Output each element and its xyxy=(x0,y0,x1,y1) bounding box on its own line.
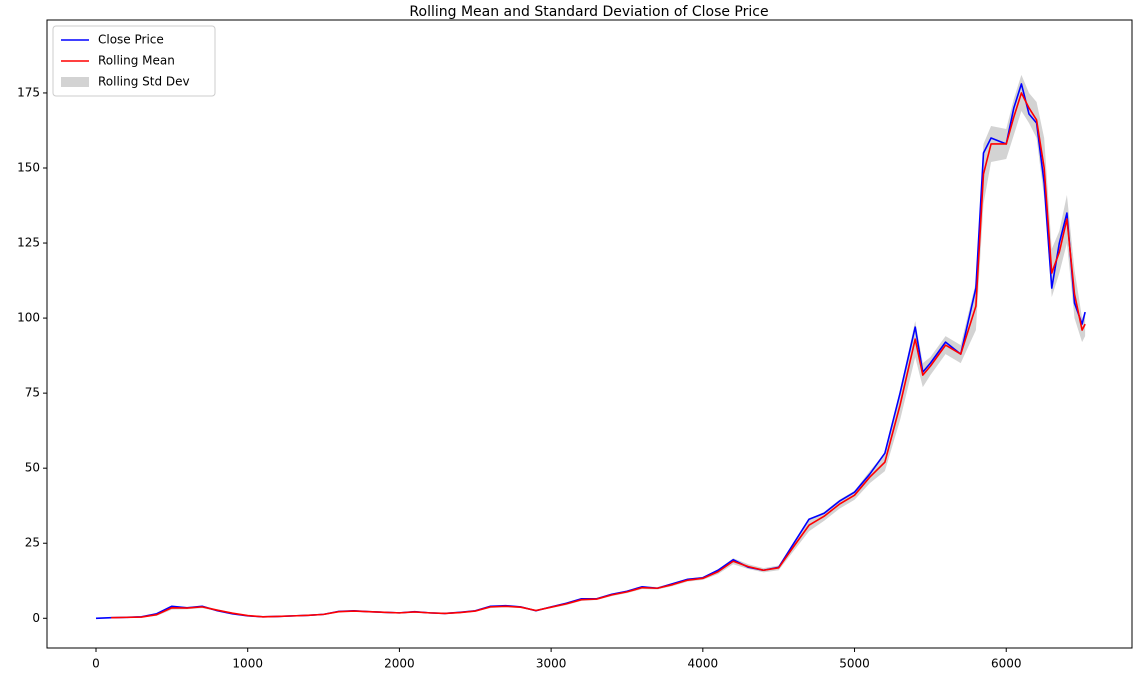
y-tick-label: 25 xyxy=(25,536,40,550)
x-tick-label: 4000 xyxy=(688,657,719,671)
x-tick-label: 5000 xyxy=(839,657,870,671)
line xyxy=(111,92,1086,619)
y-tick-label: 150 xyxy=(17,160,40,174)
legend-patch xyxy=(61,77,89,87)
y-tick-label: 50 xyxy=(25,461,40,475)
legend-label: Close Price xyxy=(98,33,164,47)
axes-frame xyxy=(46,19,1133,649)
x-tick-label: 6000 xyxy=(991,657,1022,671)
chart-title: Rolling Mean and Standard Deviation of C… xyxy=(409,4,768,20)
x-tick-label: 3000 xyxy=(536,657,567,671)
y-tick-label: 175 xyxy=(17,85,40,99)
legend-label: Rolling Std Dev xyxy=(98,75,190,89)
x-tick-label: 0 xyxy=(92,657,100,671)
y-tick-label: 75 xyxy=(25,386,40,400)
std-band xyxy=(111,74,1086,618)
legend-label: Rolling Mean xyxy=(98,54,175,68)
y-tick-label: 0 xyxy=(32,611,40,625)
y-tick-label: 100 xyxy=(17,311,40,325)
legend-box xyxy=(52,25,216,97)
x-tick-label: 1000 xyxy=(232,657,263,671)
y-tick-label: 125 xyxy=(17,236,40,250)
x-tick-label: 2000 xyxy=(384,657,415,671)
